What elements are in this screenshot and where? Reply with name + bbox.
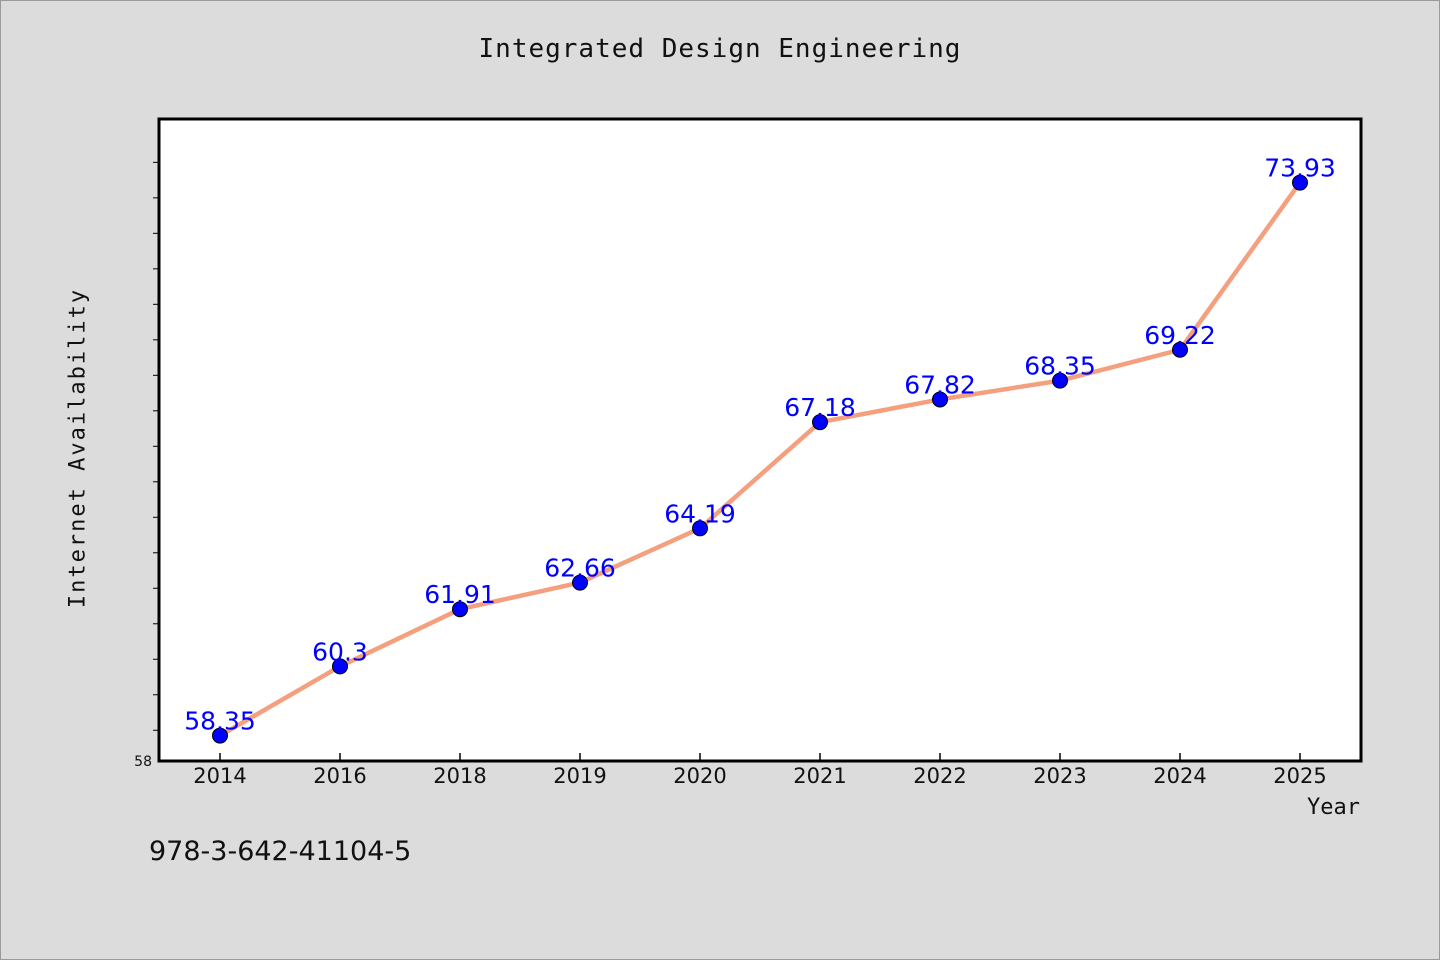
data-point bbox=[1172, 341, 1188, 358]
data-point bbox=[812, 414, 828, 431]
data-point bbox=[1052, 372, 1068, 389]
x-tick-label: 2024 bbox=[1153, 764, 1206, 788]
data-point bbox=[692, 520, 708, 537]
data-label: 58.35 bbox=[184, 707, 256, 736]
plot-area bbox=[157, 117, 1363, 763]
data-point bbox=[572, 574, 588, 591]
data-label: 68.35 bbox=[1024, 352, 1096, 381]
data-label: 73.93 bbox=[1264, 154, 1336, 183]
x-tick-label: 2022 bbox=[913, 764, 966, 788]
x-tick-label: 2014 bbox=[193, 764, 246, 788]
x-axis-ticks: 2014 2016 2018 2019 2020 2021 2022 2023 2024 2025 bbox=[193, 753, 1327, 788]
data-point bbox=[1292, 174, 1308, 191]
data-label: 69.22 bbox=[1144, 321, 1216, 350]
series-line bbox=[217, 180, 1303, 738]
x-axis-label: Year bbox=[1307, 795, 1360, 820]
data-label: 62.66 bbox=[544, 554, 616, 583]
data-point bbox=[332, 658, 348, 675]
y-axis-ticks: 58 bbox=[134, 161, 159, 770]
x-tick-label: 2019 bbox=[553, 764, 606, 788]
series-group bbox=[212, 174, 1308, 744]
x-tick-label: 2016 bbox=[313, 764, 366, 788]
x-tick-label: 2021 bbox=[793, 764, 846, 788]
data-label: 60.3 bbox=[312, 637, 368, 666]
data-label: 64.19 bbox=[664, 499, 736, 528]
data-point bbox=[932, 391, 948, 408]
x-tick-label: 2020 bbox=[673, 764, 726, 788]
x-tick-label: 2025 bbox=[1273, 764, 1326, 788]
x-tick-label: 2023 bbox=[1033, 764, 1086, 788]
isbn-text: 978-3-642-41104-5 bbox=[149, 836, 412, 867]
data-labels-group: 58.35 60.3 61.91 62.66 64.19 67.18 67.82 68.35 6… bbox=[184, 154, 1336, 736]
data-point bbox=[452, 601, 468, 618]
data-label: 67.82 bbox=[904, 370, 976, 399]
data-label: 67.18 bbox=[784, 393, 856, 422]
chart-title: Integrated Design Engineering bbox=[478, 34, 962, 64]
y-tick-label: 58 bbox=[134, 754, 152, 770]
data-label: 61.91 bbox=[424, 580, 496, 609]
x-tick-label: 2018 bbox=[433, 764, 486, 788]
data-point bbox=[212, 727, 228, 744]
